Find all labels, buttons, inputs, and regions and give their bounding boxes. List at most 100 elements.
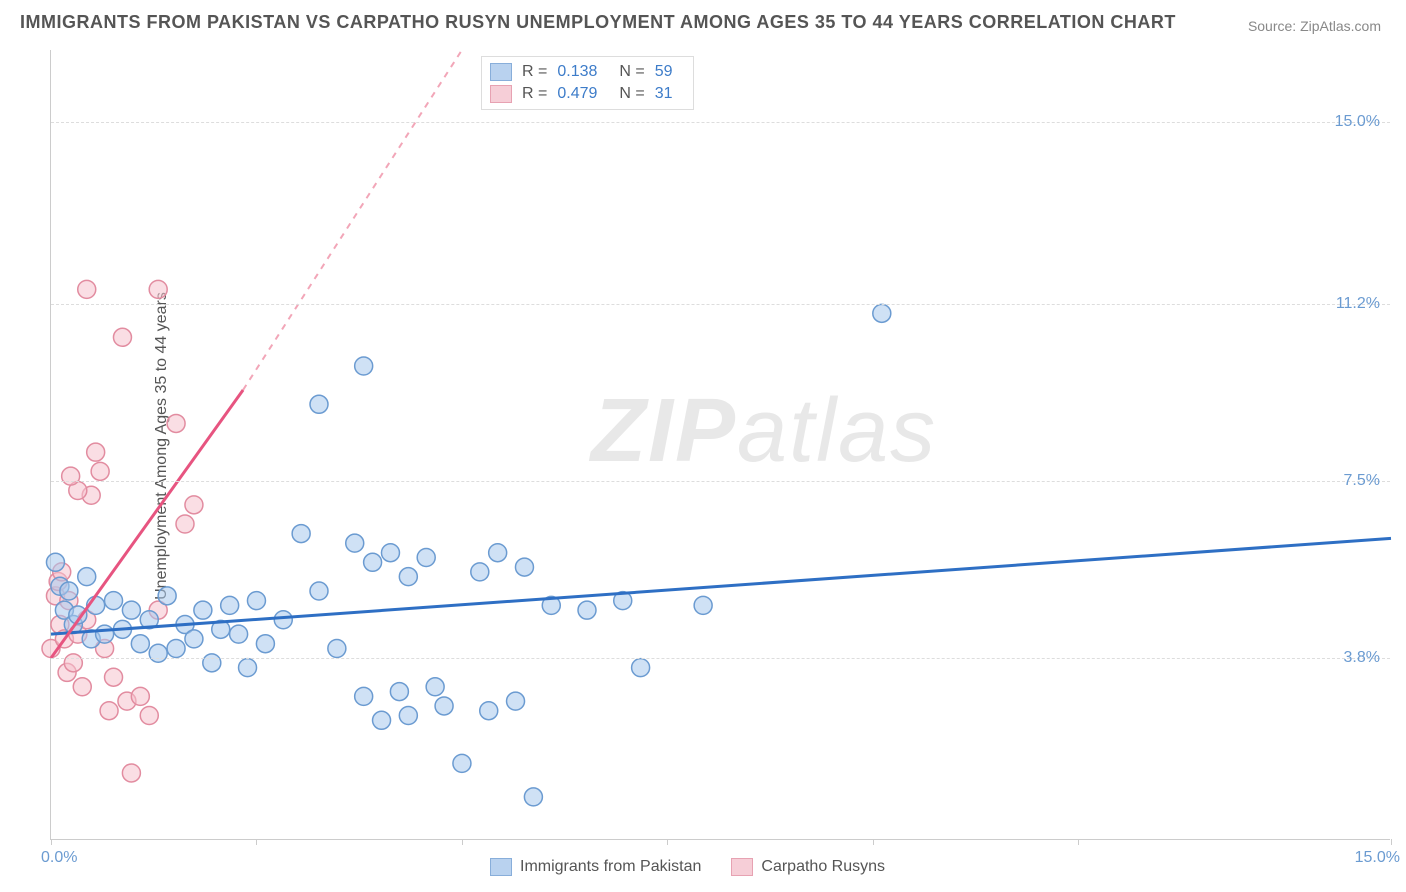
x-tick-mark bbox=[667, 839, 668, 845]
y-tick-label: 3.8% bbox=[1344, 649, 1380, 667]
stats-legend: R = 0.138 N = 59 R = 0.479 N = 31 bbox=[481, 56, 694, 110]
x-tick-mark bbox=[51, 839, 52, 845]
scatter-point bbox=[239, 659, 257, 677]
legend-r-value: 0.138 bbox=[557, 63, 597, 81]
x-tick-mark bbox=[462, 839, 463, 845]
scatter-point bbox=[390, 683, 408, 701]
scatter-point bbox=[355, 357, 373, 375]
scatter-point bbox=[167, 639, 185, 657]
scatter-point bbox=[399, 568, 417, 586]
scatter-point bbox=[310, 582, 328, 600]
x-tick-mark bbox=[873, 839, 874, 845]
scatter-point bbox=[578, 601, 596, 619]
scatter-point bbox=[105, 592, 123, 610]
scatter-point bbox=[346, 534, 364, 552]
x-tick-mark bbox=[1078, 839, 1079, 845]
legend-n-label: N = bbox=[619, 85, 644, 103]
legend-r-label: R = bbox=[522, 85, 547, 103]
scatter-point bbox=[140, 707, 158, 725]
scatter-point bbox=[122, 764, 140, 782]
trend-line-series1 bbox=[51, 538, 1391, 634]
legend-r-label: R = bbox=[522, 63, 547, 81]
y-tick-label: 7.5% bbox=[1344, 472, 1380, 490]
bottom-legend: Immigrants from Pakistan Carpatho Rusyns bbox=[490, 858, 885, 876]
scatter-point bbox=[203, 654, 221, 672]
x-tick-mark bbox=[1391, 839, 1392, 845]
scatter-point bbox=[167, 414, 185, 432]
scatter-point bbox=[62, 467, 80, 485]
scatter-point bbox=[230, 625, 248, 643]
trend-line-series2-extrapolated bbox=[243, 50, 462, 390]
scatter-point bbox=[364, 553, 382, 571]
scatter-point bbox=[426, 678, 444, 696]
y-tick-label: 15.0% bbox=[1335, 113, 1380, 131]
scatter-point bbox=[131, 635, 149, 653]
bottom-legend-item: Immigrants from Pakistan bbox=[490, 858, 701, 876]
scatter-point bbox=[185, 496, 203, 514]
scatter-point bbox=[149, 644, 167, 662]
legend-n-label: N = bbox=[619, 63, 644, 81]
legend-swatch bbox=[490, 858, 512, 876]
legend-swatch bbox=[490, 63, 512, 81]
gridline bbox=[51, 304, 1390, 305]
x-tick-mark bbox=[256, 839, 257, 845]
scatter-point bbox=[355, 687, 373, 705]
legend-swatch bbox=[490, 85, 512, 103]
scatter-point bbox=[122, 601, 140, 619]
scatter-point bbox=[435, 697, 453, 715]
legend-n-value: 59 bbox=[655, 63, 673, 81]
chart-svg bbox=[51, 50, 1390, 839]
x-axis-max-label: 15.0% bbox=[1355, 849, 1400, 867]
scatter-point bbox=[194, 601, 212, 619]
scatter-point bbox=[417, 549, 435, 567]
legend-series-name: Carpatho Rusyns bbox=[761, 858, 885, 876]
gridline bbox=[51, 481, 1390, 482]
gridline bbox=[51, 658, 1390, 659]
scatter-point bbox=[149, 280, 167, 298]
scatter-point bbox=[60, 582, 78, 600]
x-axis-min-label: 0.0% bbox=[41, 849, 77, 867]
scatter-point bbox=[381, 544, 399, 562]
source-label: Source: ZipAtlas.com bbox=[1248, 18, 1381, 34]
scatter-point bbox=[274, 611, 292, 629]
gridline bbox=[51, 122, 1390, 123]
scatter-point bbox=[91, 462, 109, 480]
scatter-point bbox=[515, 558, 533, 576]
scatter-point bbox=[158, 587, 176, 605]
legend-swatch bbox=[731, 858, 753, 876]
y-tick-label: 11.2% bbox=[1336, 295, 1380, 313]
scatter-point bbox=[78, 280, 96, 298]
scatter-point bbox=[256, 635, 274, 653]
scatter-point bbox=[480, 702, 498, 720]
plot-area: ZIPatlas R =0.138N =59R =0.479N =31 0.0%… bbox=[50, 50, 1390, 840]
scatter-point bbox=[453, 754, 471, 772]
scatter-point bbox=[96, 625, 114, 643]
legend-n-value: 31 bbox=[655, 85, 673, 103]
legend-r-value: 0.479 bbox=[557, 85, 597, 103]
scatter-point bbox=[310, 395, 328, 413]
scatter-point bbox=[221, 596, 239, 614]
scatter-point bbox=[100, 702, 118, 720]
scatter-point bbox=[489, 544, 507, 562]
scatter-point bbox=[87, 443, 105, 461]
scatter-point bbox=[78, 568, 96, 586]
scatter-point bbox=[64, 654, 82, 672]
scatter-point bbox=[694, 596, 712, 614]
stats-legend-row: R = 0.479 N = 31 bbox=[490, 83, 685, 105]
scatter-point bbox=[292, 525, 310, 543]
scatter-point bbox=[873, 304, 891, 322]
scatter-point bbox=[471, 563, 489, 581]
scatter-point bbox=[176, 515, 194, 533]
scatter-point bbox=[632, 659, 650, 677]
scatter-point bbox=[399, 707, 417, 725]
scatter-point bbox=[524, 788, 542, 806]
scatter-point bbox=[507, 692, 525, 710]
stats-legend-row: R = 0.138 N = 59 bbox=[490, 61, 685, 83]
scatter-point bbox=[46, 553, 64, 571]
chart-title: IMMIGRANTS FROM PAKISTAN VS CARPATHO RUS… bbox=[20, 12, 1176, 33]
scatter-point bbox=[73, 678, 91, 696]
scatter-point bbox=[105, 668, 123, 686]
scatter-point bbox=[247, 592, 265, 610]
scatter-point bbox=[131, 687, 149, 705]
scatter-point bbox=[328, 639, 346, 657]
